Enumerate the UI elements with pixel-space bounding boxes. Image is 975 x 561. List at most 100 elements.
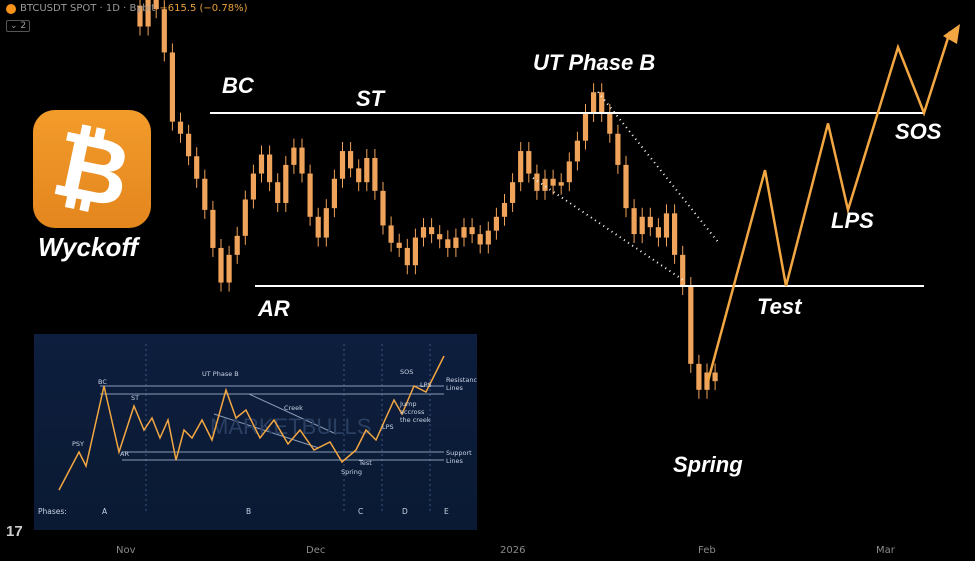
- candle: [420, 227, 427, 238]
- candle: [307, 173, 313, 217]
- projection-arrowhead: [943, 24, 960, 44]
- candle: [356, 168, 362, 183]
- candle: [250, 173, 256, 200]
- candle: [161, 9, 167, 53]
- label-lps: LPS: [831, 208, 874, 233]
- candle: [688, 286, 694, 364]
- bitcoin-icon: ₿: [44, 109, 140, 230]
- wyckoff-schematic-inset: MARKETBULLS PSY BC ST AR UT Phase B Cree…: [34, 334, 481, 530]
- candle: [469, 227, 475, 235]
- candle: [153, 0, 159, 10]
- x-tick-nov: Nov: [116, 545, 136, 556]
- candle: [169, 52, 175, 122]
- candle: [388, 225, 394, 243]
- candle: [655, 227, 661, 238]
- inset-jump-1: Jump: [399, 400, 417, 408]
- candle: [501, 202, 508, 217]
- inset-ar: AR: [120, 450, 129, 458]
- candle: [607, 113, 613, 134]
- candle: [672, 213, 678, 255]
- wyckoff-caption: Wyckoff: [38, 232, 139, 262]
- candle: [591, 92, 597, 113]
- label-ar: AR: [258, 296, 290, 321]
- candle: [510, 182, 516, 203]
- inset-sos: SOS: [400, 368, 413, 376]
- inset-phase-e: E: [444, 507, 449, 516]
- tradingview-logo: 17: [6, 523, 23, 540]
- inset-spring: Spring: [341, 468, 362, 476]
- candle: [461, 227, 467, 238]
- candle: [202, 178, 208, 210]
- candle: [380, 190, 386, 226]
- label-test: Test: [757, 294, 802, 319]
- indicator-toggle[interactable]: ⌄ 2: [6, 20, 31, 32]
- channel-top-line: [597, 91, 719, 243]
- candle: [242, 199, 248, 236]
- x-tick-mar: Mar: [876, 545, 895, 556]
- label-sos: SOS: [895, 119, 942, 144]
- inset-phase-b: B: [246, 507, 251, 516]
- candle: [680, 254, 686, 286]
- candle: [518, 151, 524, 183]
- inset-phase-d: D: [402, 507, 408, 516]
- label-ut-phase-b: UT Phase B: [533, 50, 656, 75]
- candle: [283, 164, 289, 203]
- candle: [631, 208, 637, 235]
- candle: [534, 173, 540, 191]
- candle: [226, 254, 232, 283]
- candle: [412, 237, 418, 266]
- candle: [177, 121, 184, 134]
- candle: [396, 242, 402, 248]
- channel-bottom-line: [532, 177, 687, 283]
- inset-test: Test: [358, 459, 372, 467]
- candle: [315, 216, 321, 238]
- candle: [404, 247, 410, 266]
- candle: [574, 140, 580, 162]
- symbol-title: BTCUSDT SPOT · 1D · Bybit: [20, 3, 156, 14]
- inset-support-2: Lines: [446, 457, 464, 465]
- candle: [291, 147, 297, 165]
- inset-ut: UT Phase B: [202, 370, 239, 378]
- candle: [453, 237, 459, 248]
- candle: [566, 161, 572, 183]
- candle: [542, 178, 548, 191]
- schematic-price-path: [58, 355, 445, 491]
- candle: [267, 154, 273, 183]
- inset-jump-2: accross: [400, 408, 425, 416]
- candle: [663, 213, 670, 238]
- bitcoin-icon: [6, 3, 16, 14]
- price-change: −615.5 (−0.78%): [159, 3, 248, 14]
- candle: [323, 208, 329, 238]
- candles-group: [137, 0, 718, 399]
- candle: [137, 5, 143, 27]
- candle: [234, 235, 240, 255]
- candle: [696, 363, 702, 390]
- candle: [639, 216, 645, 235]
- candle: [299, 147, 305, 174]
- label-st: ST: [356, 86, 385, 111]
- x-tick-2026: 2026: [500, 545, 526, 556]
- candle: [275, 182, 281, 203]
- inset-phases-label: Phases:: [38, 507, 67, 516]
- candle: [348, 151, 354, 169]
- projection-path: [706, 31, 952, 382]
- candle: [210, 209, 216, 248]
- schematic-svg: MARKETBULLS PSY BC ST AR UT Phase B Cree…: [38, 344, 481, 516]
- inset-phase-c: C: [358, 507, 363, 516]
- candle: [145, 0, 151, 27]
- candle: [437, 234, 443, 240]
- x-tick-dec: Dec: [306, 545, 326, 556]
- candle: [550, 178, 556, 186]
- inset-bc: BC: [98, 378, 107, 386]
- candle: [186, 133, 192, 157]
- label-bc: BC: [222, 73, 254, 98]
- candle: [712, 372, 718, 382]
- candle: [445, 239, 451, 248]
- candle: [364, 157, 370, 183]
- inset-st: ST: [131, 394, 139, 402]
- candle: [372, 157, 378, 191]
- bitcoin-logo: ₿: [33, 109, 151, 230]
- candle: [194, 156, 200, 179]
- candle: [526, 151, 532, 174]
